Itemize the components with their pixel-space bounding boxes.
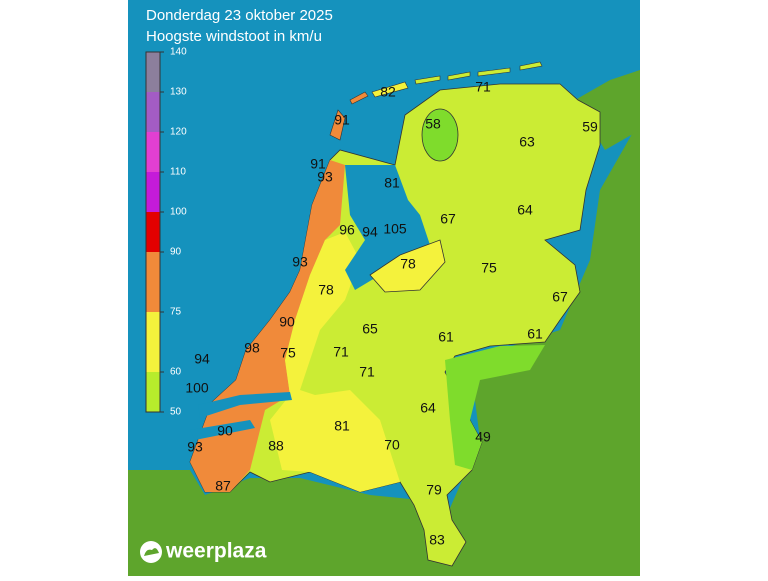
- station-value: 94: [194, 351, 210, 367]
- title: Donderdag 23 oktober 2025: [146, 7, 333, 24]
- green-zone: [421, 108, 459, 162]
- station-value: 70: [384, 437, 400, 453]
- station-value: 59: [582, 119, 598, 135]
- logo: weerplaza: [165, 540, 267, 563]
- station-value: 98: [244, 340, 260, 356]
- station-value: 100: [185, 380, 209, 396]
- wadden-islands: [329, 61, 543, 141]
- legend-band: [146, 252, 160, 312]
- station-value: 75: [280, 345, 296, 361]
- yellow-zone: [270, 232, 400, 492]
- orange-zone: [190, 160, 345, 492]
- station-value: 105: [383, 221, 407, 237]
- legend-label: 100: [170, 207, 187, 218]
- station-value: 90: [217, 423, 233, 439]
- station-value: 64: [517, 202, 533, 218]
- station-value: 71: [333, 344, 349, 360]
- legend-label: 90: [170, 247, 182, 258]
- legend-frame: [145, 51, 161, 413]
- legend-band: [146, 132, 160, 172]
- station-value: 91: [310, 156, 326, 172]
- legend-band: [146, 52, 160, 92]
- legend-label: 60: [170, 367, 182, 378]
- station-value: 65: [362, 321, 378, 337]
- delta-water: [190, 392, 292, 440]
- station-value: 78: [400, 256, 416, 272]
- legend-label: 130: [170, 87, 187, 98]
- station-value: 61: [438, 329, 454, 345]
- subtitle: Hoogste windstoot in km/u: [146, 28, 322, 45]
- station-value: 79: [426, 482, 442, 498]
- station-value: 87: [215, 478, 231, 494]
- station-value: 93: [187, 439, 203, 455]
- neighbour-land: [128, 120, 640, 576]
- legend-label: 110: [170, 167, 186, 178]
- station-value: 91: [334, 112, 350, 128]
- legend-label: 140: [170, 47, 187, 58]
- station-value: 67: [552, 289, 568, 305]
- station-value: 61: [527, 326, 543, 342]
- station-value: 58: [425, 116, 441, 132]
- station-value: 93: [292, 254, 308, 270]
- station-value: 90: [279, 314, 295, 330]
- station-value: 93: [317, 169, 333, 185]
- station-value: 63: [519, 134, 535, 150]
- station-value: 71: [359, 364, 375, 380]
- station-value: 82: [380, 84, 396, 100]
- legend-band: [146, 212, 160, 252]
- legend-label: 50: [170, 407, 182, 418]
- logo-cloud: [144, 548, 159, 556]
- station-value: 81: [384, 175, 400, 191]
- flevoland: [369, 239, 446, 293]
- legend-label: 75: [170, 307, 182, 318]
- station-value: 96: [339, 222, 355, 238]
- legend-band: [146, 92, 160, 132]
- station-value: 83: [429, 532, 445, 548]
- legend-band: [146, 172, 160, 212]
- station-value: 81: [334, 418, 350, 434]
- station-value: 75: [481, 260, 497, 276]
- legend-band: [146, 372, 160, 412]
- ijsselmeer: [345, 165, 430, 290]
- legend-band: [146, 312, 160, 372]
- station-value: 94: [362, 224, 378, 240]
- green-zone: [445, 345, 545, 470]
- station-value: 78: [318, 282, 334, 298]
- station-value: 71: [475, 79, 491, 95]
- germany-north: [575, 70, 640, 150]
- station-value: 67: [440, 211, 456, 227]
- station-value: 64: [420, 400, 436, 416]
- station-value: 49: [475, 429, 491, 445]
- legend-label: 120: [170, 127, 187, 138]
- station-value: 88: [268, 438, 284, 454]
